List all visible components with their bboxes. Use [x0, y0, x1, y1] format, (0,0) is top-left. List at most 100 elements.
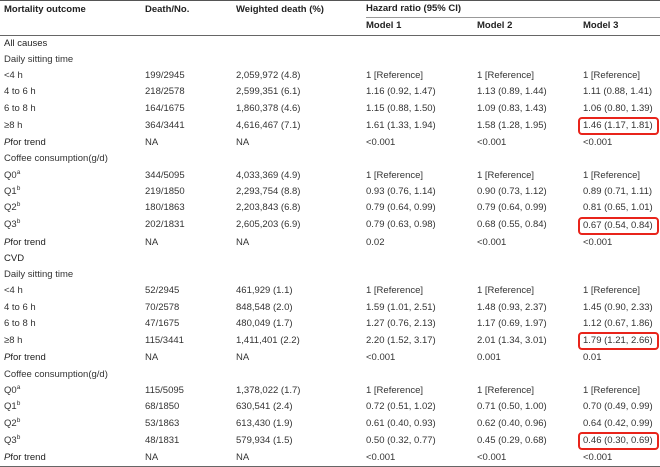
death-cell: 115/5095: [145, 384, 184, 396]
weighted-cell: 1,411,401 (2.2): [236, 335, 300, 347]
footnote-marker: b: [16, 433, 21, 441]
model2-cell: 1 [Reference]: [477, 384, 535, 396]
model1-cell: 1.16 (0.92, 1.47): [366, 86, 436, 98]
table-row: Q3b 48/1831 579,934 (1.5) 0.50 (0.32, 0.77)…: [0, 431, 660, 450]
model3-cell: 0.67 (0.54, 0.84): [578, 216, 660, 235]
death-cell: 202/1831: [145, 219, 185, 231]
header-row: Mortality outcome Death/No. Weighted dea…: [0, 0, 660, 19]
row-label: ≥8 h: [0, 332, 141, 350]
row-label: 4 to 6 h: [0, 300, 141, 316]
weighted-cell: 2,605,203 (6.9): [236, 219, 301, 231]
col-header-model1: Model 1: [362, 18, 473, 36]
table-row: Q1b 219/1850 2,293,754 (8.8) 0.93 (0.76, 1.…: [0, 184, 660, 200]
weighted-cell: NA: [236, 352, 250, 364]
death-cell: 52/2945: [145, 285, 180, 297]
model3-cell: 0.46 (0.30, 0.69): [578, 431, 660, 450]
table-row: ≥8 h 364/3441 4,616,467 (7.1) 1.61 (1.33, 1…: [0, 117, 660, 136]
death-cell: 164/1675: [145, 102, 185, 114]
row-label-text: Q1: [4, 401, 17, 413]
table-row: Q2b 53/1863 613,430 (1.9) 0.61 (0.40, 0.93)…: [0, 416, 660, 432]
model3-cell: 0.81 (0.65, 1.01): [583, 202, 653, 214]
weighted-cell: 848,548 (2.0): [236, 301, 293, 313]
model3-cell: <0.001: [583, 137, 613, 149]
table-row: Q1b 68/1850 630,541 (2.4) 0.72 (0.51, 1.02)…: [0, 399, 660, 415]
model1-cell: 0.61 (0.40, 0.93): [366, 417, 436, 429]
weighted-cell: 2,293,754 (8.8): [236, 185, 301, 197]
group-label: Daily sitting time: [4, 269, 74, 281]
death-cell: 68/1850: [145, 401, 180, 413]
model3-cell: 1.12 (0.67, 1.86): [583, 318, 653, 330]
row-label: Q3b: [0, 432, 141, 450]
weighted-cell: NA: [232, 449, 362, 467]
weighted-cell: 2,059,972 (4.8): [236, 70, 301, 82]
weighted-cell: 1,860,378 (4.6): [236, 102, 301, 114]
model3-cell: 1.06 (0.80, 1.39): [583, 102, 653, 114]
col-header-death: Death/No.: [141, 0, 232, 19]
group-label: Coffee consumption(g/d): [4, 368, 108, 380]
table-row: Q0a 344/5095 4,033,369 (4.9) 1 [Reference] 1…: [0, 168, 660, 184]
model3-cell: 1.11 (0.88, 1.41): [583, 86, 653, 98]
footnote-marker: b: [16, 416, 21, 424]
group-label: Coffee consumption(g/d): [4, 153, 108, 165]
death-cell: 344/5095: [145, 169, 185, 181]
model1-cell: 0.50 (0.32, 0.77): [366, 434, 436, 446]
row-label-text: 6 to 8 h: [4, 318, 36, 330]
model2-cell: 1.09 (0.83, 1.43): [477, 102, 547, 114]
col-header-outcome: Mortality outcome: [0, 0, 141, 19]
weighted-cell: 4,033,369 (4.9): [236, 169, 301, 181]
p-letter: P: [4, 236, 11, 248]
row-label: 6 to 8 h: [0, 316, 141, 332]
row-label: 4 to 6 h: [0, 84, 141, 100]
death-cell: NA: [145, 137, 159, 149]
model3-cell: 1.79 (1.21, 2.66): [578, 332, 660, 351]
section-label: All causes: [4, 37, 48, 49]
table-row: Q3b 202/1831 2,605,203 (6.9) 0.79 (0.63, 0.…: [0, 216, 660, 235]
model2-cell: 2.01 (1.34, 3.01): [477, 335, 547, 347]
row-label: ≥8 h: [0, 117, 141, 135]
model1-cell: 2.20 (1.52, 3.17): [366, 335, 436, 347]
hazard-ratio-label: Hazard ratio (95% CI): [366, 1, 660, 19]
row-label: Q0a: [0, 383, 141, 399]
model3-cell: 1 [Reference]: [583, 384, 641, 396]
model1-cell: <0.001: [362, 449, 473, 467]
row-label-text: <4 h: [4, 285, 23, 297]
row-label-text: 4 to 6 h: [4, 86, 36, 98]
model3-cell: 0.01: [583, 352, 602, 364]
table-row: Q2b 180/1863 2,203,843 (6.8) 0.79 (0.64, 0.…: [0, 200, 660, 216]
model1-cell: 0.79 (0.64, 0.99): [366, 202, 436, 214]
weighted-cell: 613,430 (1.9): [236, 417, 293, 429]
death-cell: NA: [145, 352, 159, 364]
highlighted-value: 1.46 (1.17, 1.81): [578, 117, 659, 136]
model1-cell: 1 [Reference]: [366, 384, 424, 396]
death-cell: 47/1675: [145, 318, 180, 330]
model3-cell: <0.001: [583, 236, 613, 248]
col-header-weighted: Weighted death (%): [232, 0, 362, 19]
model1-cell: 1.15 (0.88, 1.50): [366, 102, 436, 114]
footnote-marker: a: [16, 168, 21, 176]
row-label: Q1b: [0, 184, 141, 200]
table-row: <4 h 199/2945 2,059,972 (4.8) 1 [Reference]…: [0, 68, 660, 84]
model2-cell: <0.001: [477, 137, 507, 149]
trend-text: for trend: [10, 137, 46, 149]
weighted-cell: 4,616,467 (7.1): [236, 119, 301, 131]
trend-row: Pfor trend NA NA <0.001 <0.001 <0.001: [0, 449, 660, 467]
row-label-text: 6 to 8 h: [4, 102, 36, 114]
model2-cell: 0.71 (0.50, 1.00): [477, 401, 547, 413]
p-letter: P: [4, 137, 11, 149]
model2-cell: <0.001: [473, 449, 579, 467]
group-row: Daily sitting time: [0, 267, 660, 283]
model1-cell: <0.001: [366, 137, 396, 149]
model1-cell: 0.72 (0.51, 1.02): [366, 401, 436, 413]
weighted-cell: 630,541 (2.4): [236, 401, 293, 413]
weighted-cell: 461,929 (1.1): [236, 285, 293, 297]
table-row: 4 to 6 h 70/2578 848,548 (2.0) 1.59 (1.01, …: [0, 300, 660, 316]
death-cell: 53/1863: [145, 417, 180, 429]
row-label: <4 h: [0, 68, 141, 84]
col-header-model2: Model 2: [473, 18, 579, 36]
trend-row: Pfor trend NA NA 0.02 <0.001 <0.001: [0, 235, 660, 251]
death-cell: 48/1831: [145, 434, 180, 446]
weighted-cell: 480,049 (1.7): [236, 318, 293, 330]
model2-cell: 1.17 (0.69, 1.97): [477, 318, 547, 330]
weighted-cell: 579,934 (1.5): [236, 434, 293, 446]
footnote-marker: b: [16, 218, 21, 226]
